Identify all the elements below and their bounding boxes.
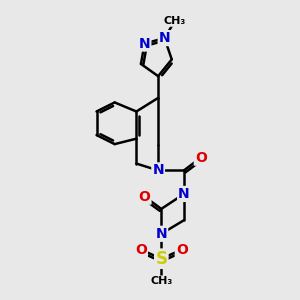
Text: N: N [155,227,167,241]
Text: O: O [139,190,151,204]
Text: N: N [139,37,150,50]
Text: CH₃: CH₃ [164,16,186,26]
Text: S: S [155,250,167,268]
Text: O: O [195,151,207,165]
Text: N: N [152,164,164,177]
Text: N: N [178,187,190,201]
Text: O: O [135,243,147,257]
Text: CH₃: CH₃ [150,276,172,286]
Text: O: O [176,243,188,257]
Text: N: N [159,31,170,45]
